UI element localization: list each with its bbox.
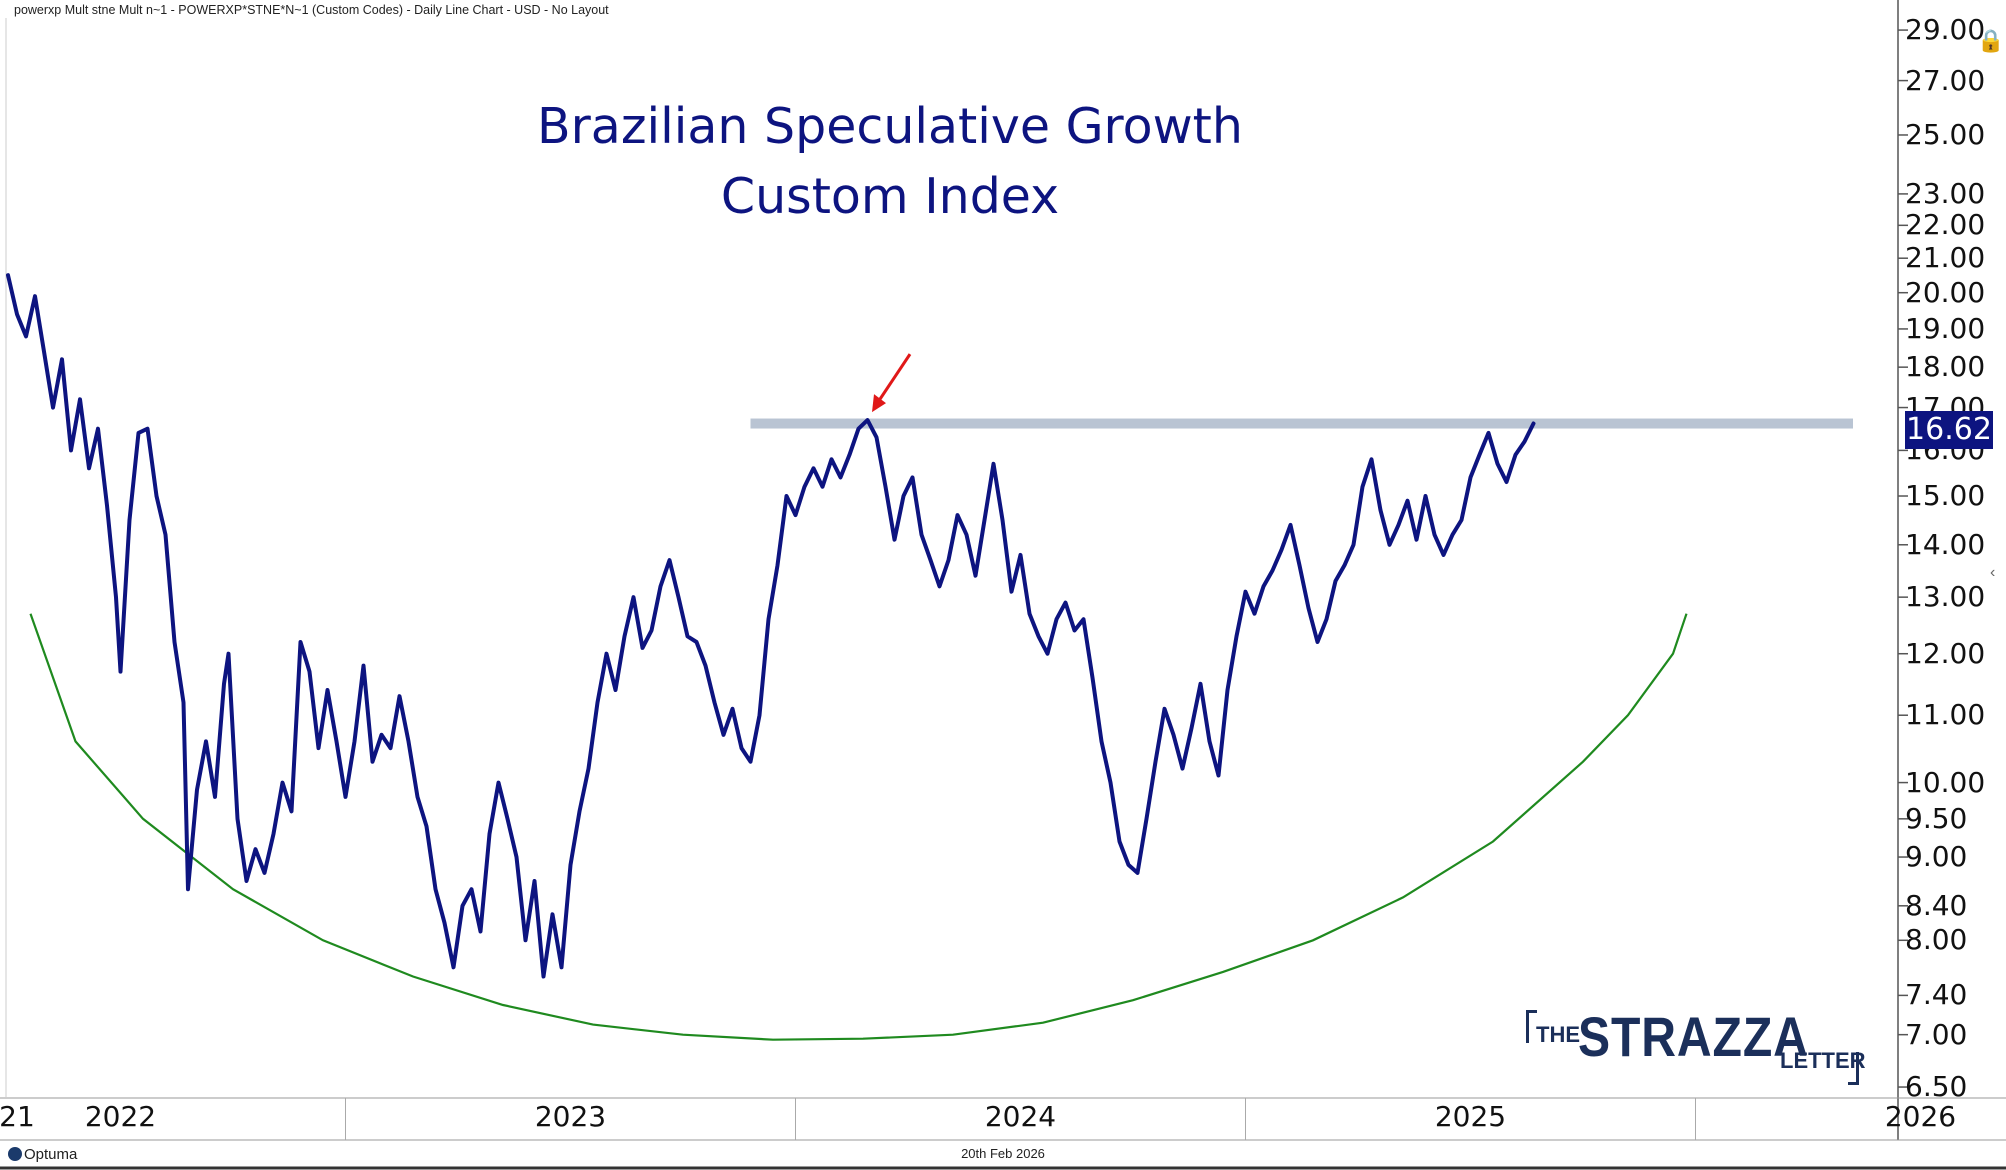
price-series-line [6,273,1536,979]
brand-bracket-right [1848,1052,1859,1085]
lock-icon[interactable]: 🔒 [1977,28,2005,53]
x-tick-label: 2022 [84,1100,157,1133]
optuma-icon [8,1147,22,1161]
x-tick-label: 2026 [1884,1100,1957,1133]
y-tick-label: 9.00 [1905,840,1968,874]
y-tick-label: 20.00 [1905,275,1986,309]
y-tick-label: 8.40 [1905,888,1968,922]
brand-letter: LETTER [1780,1048,1866,1073]
resistance-band [750,418,1853,429]
vendor-logo-text: Optuma [24,1146,78,1163]
chart-title-line-2: Custom Index [720,168,1060,225]
chart-title-line-1: Brazilian Speculative Growth [537,98,1243,155]
x-tick-label: 2023 [534,1100,607,1133]
y-tick-label: 14.00 [1905,527,1986,561]
collapse-chevron-icon[interactable]: ‹ [1990,564,1996,581]
brand-bracket-left [1526,1010,1537,1043]
y-tick-label: 11.00 [1905,698,1986,732]
y-tick-label: 13.00 [1905,580,1986,614]
saucer-arc [29,613,1688,1041]
y-tick-label: 18.00 [1905,350,1986,384]
chart-header: powerxp Mult stne Mult n~1 - POWERXP*STN… [14,3,609,17]
x-tick-label: 2025 [1434,1100,1507,1133]
last-value-badge: 16.62 [1905,411,1993,449]
vendor-logo: Optuma [8,1146,77,1163]
x-tick-label: 2024 [984,1100,1057,1133]
y-tick-label: 6.50 [1905,1070,1968,1104]
y-tick-label: 19.00 [1905,311,1986,345]
footer-date: 20th Feb 2026 [961,1146,1045,1161]
y-tick-label: 10.00 [1905,765,1986,799]
brand-the: THE [1536,1022,1580,1047]
y-tick-label: 8.00 [1905,923,1968,957]
arrow-shaft [876,353,912,403]
y-tick-label: 7.00 [1905,1017,1968,1051]
y-tick-label: 27.00 [1905,63,1986,97]
arrow-head [872,394,886,413]
y-tick-label: 25.00 [1905,117,1986,151]
y-tick-label: 15.00 [1905,479,1986,512]
y-tick-label: 9.50 [1905,801,1968,835]
y-tick-label: 7.40 [1905,978,1968,1012]
y-tick-label: 21.00 [1905,241,1986,275]
y-tick-label: 12.00 [1905,636,1986,670]
x-tick-label: 21 [0,1100,35,1133]
y-tick-label: 23.00 [1905,176,1986,210]
y-tick-label: 22.00 [1905,208,1986,242]
brand-name: STRAZZA [1578,1005,1809,1068]
y-tick-label: 29.00 [1905,13,1986,47]
